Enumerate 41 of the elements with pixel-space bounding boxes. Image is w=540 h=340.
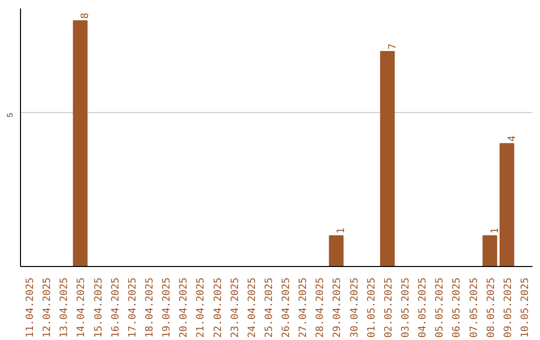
data-label: 8 xyxy=(80,12,92,19)
data-label: 7 xyxy=(387,43,398,50)
x-tick-label: 19.04.2025 xyxy=(162,277,173,338)
x-tick-label: 29.04.2025 xyxy=(332,277,344,338)
x-tick-label: 16.04.2025 xyxy=(110,277,122,338)
x-tick-label: 30.04.2025 xyxy=(349,277,360,338)
y-tick-label: 5 xyxy=(6,112,14,118)
x-tick-label: 18.04.2025 xyxy=(144,277,156,338)
x-tick-label: 10.05.2025 xyxy=(520,277,531,338)
x-tick-label: 26.04.2025 xyxy=(281,277,292,338)
x-tick-label: 28.04.2025 xyxy=(315,277,326,338)
data-label: 1 xyxy=(490,228,501,234)
x-tick-label: 11.04.2025 xyxy=(25,277,36,338)
x-tick-label: 09.05.2025 xyxy=(502,277,514,338)
x-tick-label: 06.05.2025 xyxy=(452,277,463,338)
x-tick-label: 08.05.2025 xyxy=(486,277,497,338)
x-tick-label: 01.05.2025 xyxy=(366,277,378,338)
bar xyxy=(500,143,514,266)
x-tick-label: 23.04.2025 xyxy=(230,277,241,338)
bar xyxy=(380,51,395,266)
bar xyxy=(328,235,344,266)
x-tick-label: 05.05.2025 xyxy=(434,277,446,338)
data-label: 1 xyxy=(336,228,348,234)
x-tick-label: 12.04.2025 xyxy=(42,277,54,338)
x-tick-label: 27.04.2025 xyxy=(298,277,310,338)
x-tick-label: 20.04.2025 xyxy=(178,277,190,338)
x-tick-label: 13.04.2025 xyxy=(59,277,70,338)
x-tick-label: 24.04.2025 xyxy=(246,277,258,338)
x-tick-label: 14.04.2025 xyxy=(76,277,88,338)
x-tick-label: 25.04.2025 xyxy=(264,277,275,338)
x-tick-label: 21.04.2025 xyxy=(196,277,207,338)
x-tick-label: 17.04.2025 xyxy=(127,277,138,338)
x-tick-label: 03.05.2025 xyxy=(400,277,412,338)
x-tick-label: 22.04.2025 xyxy=(212,277,224,338)
bar xyxy=(72,20,88,266)
x-tick-label: 07.05.2025 xyxy=(468,277,480,338)
x-tick-label: 15.04.2025 xyxy=(93,277,104,338)
bar xyxy=(482,235,498,266)
x-tick-label: 04.05.2025 xyxy=(418,277,429,338)
x-tick-label: 02.05.2025 xyxy=(383,277,394,338)
data-label: 4 xyxy=(506,136,518,142)
